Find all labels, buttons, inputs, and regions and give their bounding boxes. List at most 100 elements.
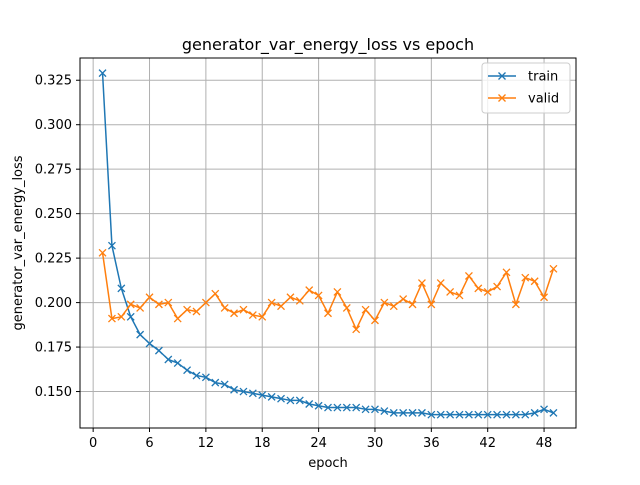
plot-area-frame (79, 57, 577, 429)
data-point-train (192, 371, 201, 380)
data-point-valid (211, 289, 220, 298)
data-point-valid (98, 248, 107, 257)
data-point-train (286, 396, 295, 405)
data-point-train (427, 410, 436, 419)
data-point-train (258, 391, 267, 400)
data-point-train (201, 373, 210, 382)
data-point-valid (530, 277, 539, 286)
data-point-train (154, 346, 163, 355)
data-point-train (511, 410, 520, 419)
legend: train valid (481, 62, 571, 114)
data-point-valid (107, 314, 116, 323)
data-point-train (474, 410, 483, 419)
data-point-valid (267, 298, 276, 307)
series-valid (98, 248, 558, 334)
legend-item-train: train (488, 70, 558, 85)
data-point-valid (333, 287, 342, 296)
data-point-train (230, 385, 239, 394)
x-axis-title: epoch (308, 456, 348, 471)
x-tick-label: 30 (367, 436, 384, 451)
data-point-valid (549, 264, 558, 273)
data-point-valid (380, 298, 389, 307)
x-tick-label: 48 (536, 436, 553, 451)
data-point-valid (474, 284, 483, 293)
x-tick-label: 42 (479, 436, 496, 451)
data-point-valid (258, 312, 267, 321)
y-tick-label: 0.250 (35, 207, 72, 222)
legend-marker (498, 94, 506, 102)
y-tick-label: 0.325 (35, 74, 72, 89)
chart-title: generator_var_energy_loss vs epoch (182, 35, 474, 55)
data-point-valid (145, 293, 154, 302)
data-point-train (371, 405, 379, 414)
data-point-valid (305, 286, 314, 295)
data-point-train (549, 408, 558, 417)
data-point-train (464, 410, 473, 419)
data-point-valid (521, 273, 530, 282)
data-point-train (183, 366, 192, 375)
data-point-train (277, 394, 285, 403)
data-point-train (126, 312, 135, 321)
data-point-valid (446, 287, 455, 296)
data-point-train (540, 405, 549, 414)
data-point-valid (540, 293, 549, 302)
data-point-train (352, 403, 361, 412)
data-point-valid (220, 303, 229, 312)
data-point-train (380, 407, 389, 416)
data-point-train (295, 396, 304, 405)
x-tick-label: 12 (198, 436, 215, 451)
data-point-train (417, 408, 426, 417)
data-point-train (455, 410, 464, 419)
data-point-train (436, 410, 445, 419)
data-point-valid (502, 268, 511, 277)
legend-item-valid: valid (488, 92, 559, 107)
data-point-valid (192, 307, 201, 316)
data-point-valid (436, 279, 445, 287)
data-point-valid (417, 279, 426, 287)
data-point-train (173, 359, 182, 368)
data-point-valid (314, 291, 323, 300)
data-point-valid (493, 282, 502, 291)
data-point-valid (295, 296, 304, 305)
data-point-valid (361, 305, 370, 314)
data-point-valid (389, 302, 398, 311)
data-point-valid (277, 302, 285, 311)
data-point-valid (164, 298, 173, 307)
data-point-train (324, 403, 332, 412)
data-point-valid (239, 305, 248, 314)
data-point-train (361, 405, 370, 414)
data-point-train (107, 241, 116, 250)
data-point-train (446, 410, 455, 419)
data-point-valid (117, 312, 126, 321)
legend-label: train (528, 70, 558, 85)
y-tick-label: 0.225 (35, 252, 72, 267)
data-point-valid (154, 300, 163, 309)
grid-lines (80, 58, 576, 428)
x-tick-label: 6 (145, 436, 153, 451)
y-tick-label: 0.200 (35, 296, 72, 311)
axis-ticks: 0 6 12 18 24 30 36 42 48 0.150 0.175 0.200 0.225 0.25… (35, 74, 553, 451)
data-point-train (164, 355, 173, 364)
data-point-valid (371, 316, 379, 325)
data-point-valid (126, 300, 135, 309)
y-tick-label: 0.275 (35, 163, 72, 178)
y-tick-label: 0.300 (35, 118, 72, 133)
data-point-train (239, 387, 248, 396)
data-point-valid (408, 300, 417, 309)
data-point-valid (464, 271, 473, 280)
x-tick-label: 36 (423, 436, 440, 451)
data-point-valid (455, 291, 464, 300)
data-point-train (493, 410, 502, 419)
x-tick-label: 18 (254, 436, 271, 451)
legend-label: valid (528, 92, 559, 107)
data-point-train (314, 401, 323, 410)
y-tick-label: 0.175 (35, 341, 72, 356)
data-point-train (211, 378, 220, 387)
data-point-valid (173, 314, 182, 323)
data-point-train (483, 410, 492, 419)
x-tick-label: 24 (310, 436, 327, 451)
x-tick-label: 0 (89, 436, 97, 451)
data-point-valid (230, 309, 239, 318)
